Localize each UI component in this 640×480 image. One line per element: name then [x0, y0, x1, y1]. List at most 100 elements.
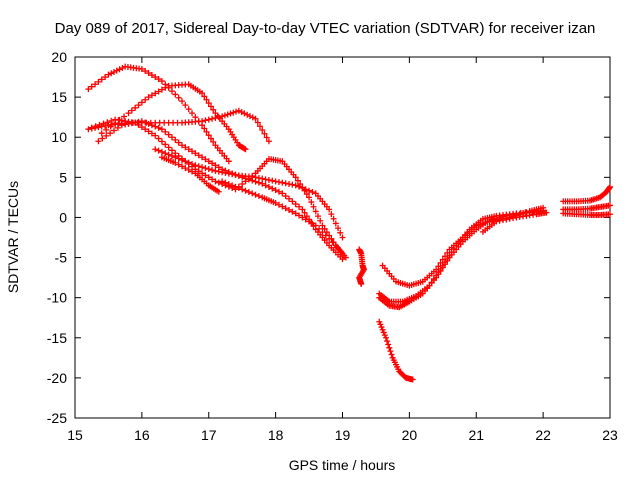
data-point-marker: [121, 113, 128, 120]
data-point-marker: [108, 117, 115, 124]
data-point-marker: [114, 124, 121, 131]
data-point-marker: [138, 66, 145, 73]
data-point-marker: [314, 213, 321, 220]
data-point-marker: [255, 175, 262, 182]
data-point-marker: [607, 202, 613, 209]
series-arc-peak-19: [85, 63, 232, 165]
data-point-marker: [382, 334, 389, 341]
data-point-marker: [148, 122, 155, 129]
x-tick-label: 15: [67, 427, 83, 443]
series-gap-pts-19: [356, 246, 367, 288]
series-arc-short-drop: [158, 154, 222, 195]
series-arc-long-descent: [95, 118, 346, 263]
data-point-marker: [210, 106, 217, 113]
data-point-marker: [444, 255, 451, 262]
data-point-marker: [189, 110, 196, 117]
data-point-marker: [162, 150, 169, 157]
data-point-marker: [205, 116, 212, 123]
data-point-marker: [387, 348, 394, 355]
data-point-marker: [265, 138, 272, 145]
data-point-marker: [437, 265, 444, 272]
data-point-marker: [175, 94, 182, 101]
data-point-marker: [168, 152, 175, 159]
data-point-marker: [95, 78, 102, 85]
data-point-marker: [102, 74, 109, 81]
data-point-marker: [88, 124, 95, 131]
data-point-marker: [185, 166, 192, 173]
data-point-marker: [202, 156, 209, 163]
data-point-marker: [145, 94, 152, 101]
y-axis-label: SDTVAR / TECUs: [5, 181, 21, 293]
y-tick-label: -5: [55, 250, 68, 266]
data-point-marker: [152, 74, 159, 81]
data-point-marker: [306, 187, 313, 194]
data-point-marker: [175, 139, 182, 146]
data-point-marker: [442, 259, 449, 266]
data-point-marker: [199, 170, 206, 177]
data-point-marker: [378, 324, 385, 331]
data-point-marker: [245, 189, 252, 196]
data-point-marker: [302, 186, 309, 193]
data-point-marker: [212, 167, 219, 174]
data-point-marker: [195, 163, 202, 170]
data-point-marker: [125, 110, 132, 117]
data-point-marker: [249, 114, 256, 121]
data-point-marker: [388, 351, 395, 358]
data-point-marker: [312, 222, 319, 229]
data-point-marker: [503, 216, 510, 223]
data-point-marker: [209, 166, 216, 173]
series-late-arc-3: [560, 210, 613, 219]
series-arc-dip-20: [376, 318, 416, 383]
data-point-marker: [292, 210, 299, 217]
data-point-marker: [299, 185, 306, 192]
y-tick-label: 0: [59, 209, 67, 225]
data-point-marker: [259, 175, 266, 182]
data-point-marker: [199, 164, 206, 171]
data-point-marker: [543, 209, 550, 216]
series-arc-peak-17: [98, 81, 249, 153]
data-point-marker: [192, 162, 199, 169]
data-point-marker: [230, 109, 237, 116]
data-point-marker: [158, 138, 165, 145]
data-point-marker: [215, 179, 222, 186]
data-point-marker: [326, 235, 333, 242]
data-point-marker: [175, 161, 182, 168]
data-point-marker: [222, 179, 229, 186]
data-point-marker: [162, 128, 169, 135]
data-point-marker: [155, 76, 162, 83]
data-point-marker: [210, 138, 217, 145]
data-point-marker: [262, 176, 269, 183]
data-point-marker: [111, 127, 118, 134]
data-point-marker: [162, 141, 169, 148]
data-point-marker: [135, 121, 142, 128]
data-point-marker: [179, 142, 185, 149]
data-point-marker: [165, 151, 172, 158]
data-point-marker: [225, 170, 232, 177]
data-point-marker: [242, 146, 249, 153]
data-point-marker: [261, 130, 268, 137]
data-point-marker: [145, 70, 152, 77]
data-point-marker: [275, 179, 282, 186]
data-point-marker: [317, 217, 324, 224]
data-point-marker: [222, 169, 229, 176]
data-point-marker: [282, 180, 289, 187]
data-point-marker: [339, 256, 346, 263]
data-point-marker: [203, 128, 210, 135]
data-point-marker: [446, 252, 453, 259]
data-point-marker: [100, 120, 107, 127]
data-point-marker: [135, 102, 142, 109]
data-point-marker: [259, 127, 266, 134]
data-point-marker: [275, 188, 282, 195]
data-point-marker: [235, 107, 242, 114]
data-point-marker: [138, 118, 145, 125]
data-point-marker: [182, 102, 189, 109]
data-point-marker: [330, 215, 337, 222]
x-tick-label: 21: [468, 427, 484, 443]
data-point-marker: [179, 156, 185, 163]
x-tick-label: 17: [201, 427, 217, 443]
data-point-marker: [430, 275, 437, 282]
data-point-marker: [227, 110, 234, 117]
data-point-marker: [282, 205, 289, 212]
data-point-marker: [259, 180, 266, 187]
